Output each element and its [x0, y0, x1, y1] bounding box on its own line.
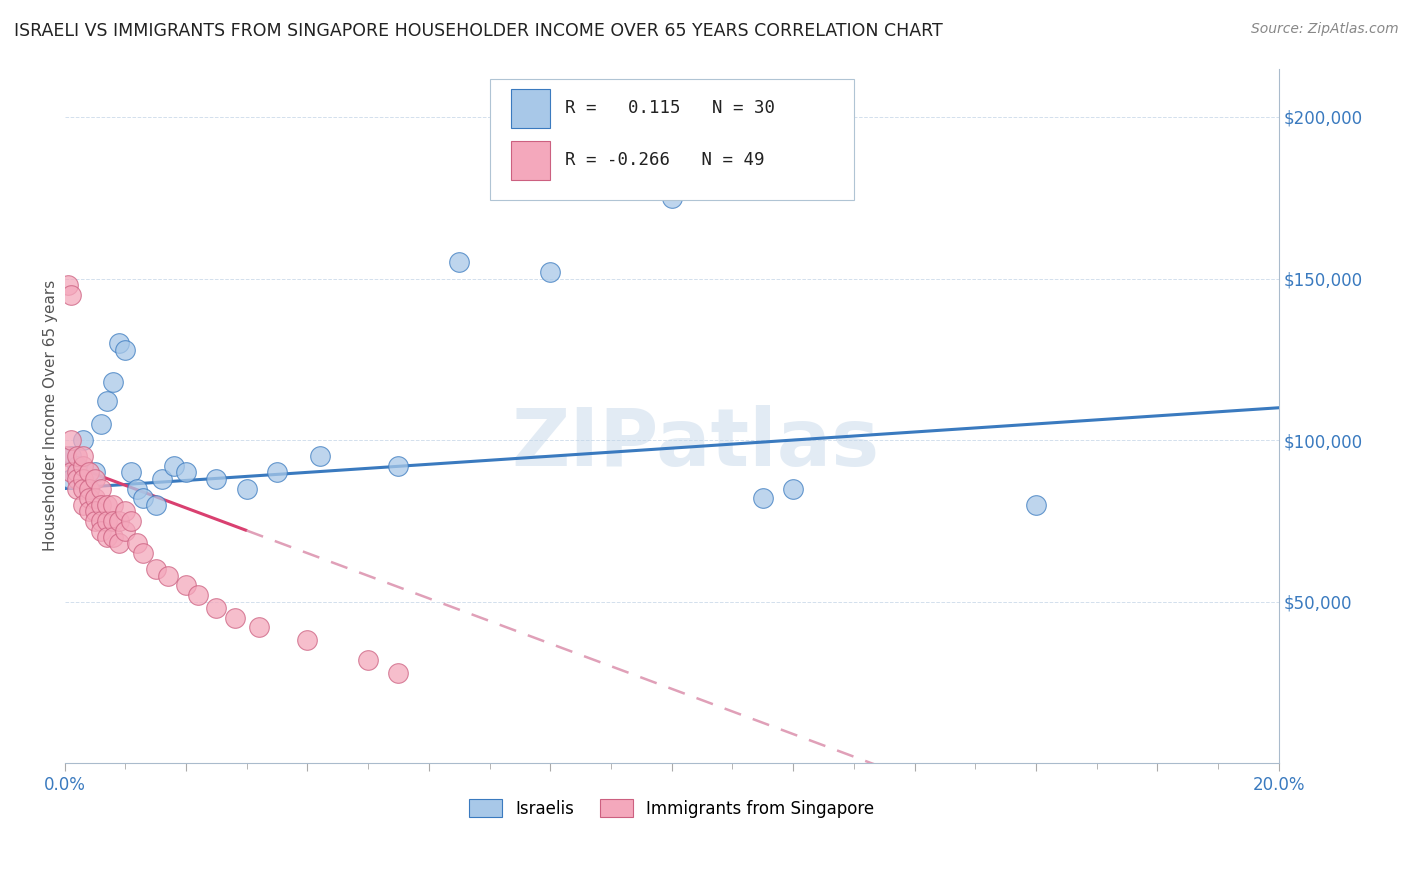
- Point: [108, 514, 131, 528]
- Point: [59, 287, 82, 301]
- Text: ISRAELI VS IMMIGRANTS FROM SINGAPORE HOUSEHOLDER INCOME OVER 65 YEARS CORRELATIO: ISRAELI VS IMMIGRANTS FROM SINGAPORE HOU…: [14, 22, 943, 40]
- Point: [308, 449, 330, 463]
- Point: [96, 530, 118, 544]
- Point: [174, 466, 197, 480]
- Text: R = -0.266   N = 49: R = -0.266 N = 49: [565, 152, 765, 169]
- Point: [145, 562, 167, 576]
- Legend: Israelis, Immigrants from Singapore: Israelis, Immigrants from Singapore: [463, 793, 882, 824]
- Point: [56, 277, 79, 292]
- Point: [66, 449, 89, 463]
- Point: [120, 466, 142, 480]
- FancyBboxPatch shape: [512, 89, 550, 128]
- Point: [357, 653, 380, 667]
- Point: [59, 449, 82, 463]
- Point: [752, 491, 775, 506]
- Point: [72, 472, 94, 486]
- Point: [90, 417, 112, 431]
- Point: [66, 472, 89, 486]
- Point: [387, 665, 409, 680]
- Point: [782, 482, 804, 496]
- Point: [90, 524, 112, 538]
- Point: [205, 601, 228, 615]
- Point: [96, 394, 118, 409]
- Point: [101, 514, 124, 528]
- Point: [66, 482, 89, 496]
- Text: ZIPatlas: ZIPatlas: [512, 405, 880, 483]
- Point: [77, 504, 100, 518]
- Point: [101, 530, 124, 544]
- FancyBboxPatch shape: [489, 78, 853, 201]
- Point: [77, 466, 100, 480]
- Point: [145, 498, 167, 512]
- Point: [90, 514, 112, 528]
- Point: [59, 466, 82, 480]
- Point: [83, 472, 105, 486]
- Point: [387, 458, 409, 473]
- Point: [114, 343, 136, 357]
- Point: [127, 482, 149, 496]
- Point: [72, 498, 94, 512]
- Point: [96, 514, 118, 528]
- Point: [114, 504, 136, 518]
- Point: [72, 458, 94, 473]
- Point: [83, 514, 105, 528]
- Point: [224, 611, 246, 625]
- Point: [59, 433, 82, 447]
- Point: [235, 482, 257, 496]
- Point: [66, 466, 89, 480]
- Point: [55, 449, 77, 463]
- Point: [163, 458, 186, 473]
- Point: [66, 458, 89, 473]
- Point: [96, 498, 118, 512]
- Point: [101, 375, 124, 389]
- Point: [83, 466, 105, 480]
- Point: [108, 336, 131, 351]
- Point: [90, 498, 112, 512]
- Point: [77, 482, 100, 496]
- Text: Source: ZipAtlas.com: Source: ZipAtlas.com: [1251, 22, 1399, 37]
- Point: [156, 568, 179, 582]
- Point: [538, 265, 561, 279]
- Point: [132, 546, 155, 560]
- Point: [77, 482, 100, 496]
- Point: [101, 498, 124, 512]
- Point: [108, 536, 131, 550]
- Point: [83, 491, 105, 506]
- Point: [132, 491, 155, 506]
- Text: R =   0.115   N = 30: R = 0.115 N = 30: [565, 99, 775, 117]
- Point: [150, 472, 173, 486]
- Point: [205, 472, 228, 486]
- Point: [449, 255, 471, 269]
- Point: [187, 588, 209, 602]
- Point: [247, 620, 270, 634]
- Point: [174, 578, 197, 592]
- Point: [77, 491, 100, 506]
- Point: [661, 191, 683, 205]
- Point: [114, 524, 136, 538]
- Point: [72, 482, 94, 496]
- Point: [1025, 498, 1047, 512]
- Point: [90, 482, 112, 496]
- Y-axis label: Householder Income Over 65 years: Householder Income Over 65 years: [44, 280, 58, 551]
- Point: [127, 536, 149, 550]
- Point: [59, 472, 82, 486]
- Point: [72, 433, 94, 447]
- Point: [297, 633, 319, 648]
- Point: [120, 514, 142, 528]
- Point: [83, 504, 105, 518]
- Point: [630, 181, 652, 195]
- Point: [72, 449, 94, 463]
- Point: [266, 466, 288, 480]
- FancyBboxPatch shape: [512, 142, 550, 179]
